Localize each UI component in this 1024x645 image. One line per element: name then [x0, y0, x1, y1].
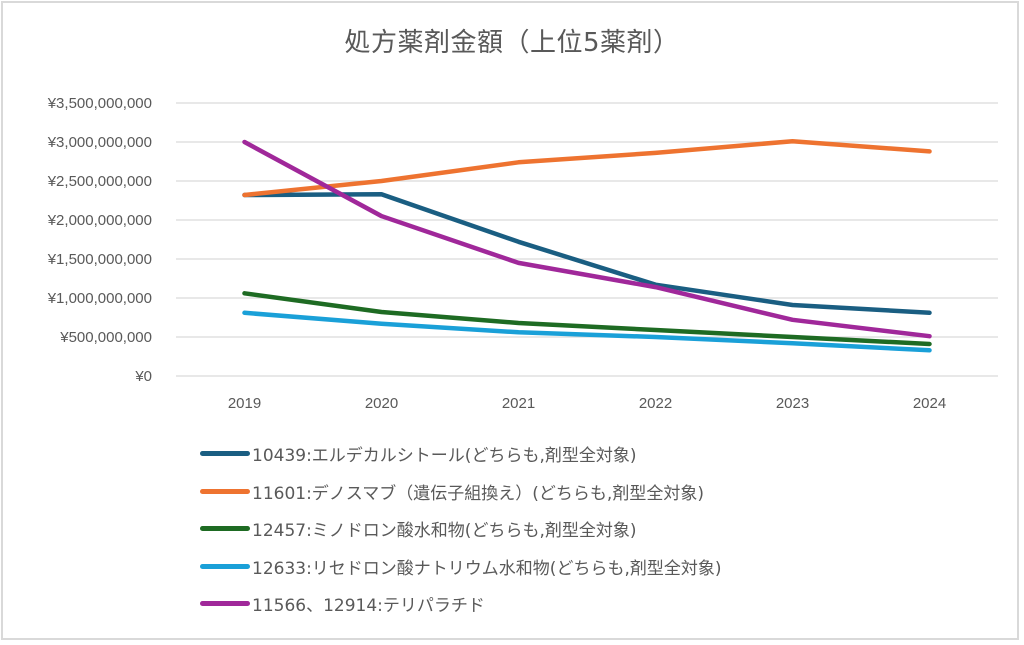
x-tick-label: 2020	[365, 395, 398, 412]
x-tick-label: 2021	[502, 395, 535, 412]
legend-swatch	[200, 526, 250, 532]
series-line-3	[242, 291, 932, 347]
legend-swatch	[200, 451, 250, 457]
y-tick-label: ¥3,500,000,000	[47, 95, 152, 112]
series-line-4	[242, 310, 932, 353]
legend-swatch	[200, 563, 250, 569]
y-tick-label: ¥1,000,000,000	[47, 290, 152, 307]
legend-swatch	[200, 601, 250, 607]
legend-label: 12457:ミノドロン酸水和物(どちらも,剤型全対象)	[252, 521, 637, 542]
x-axis-ticks: 2019 2020 2021 2022 2023 2024	[228, 395, 946, 412]
legend-label: 10439:エルデカルシトール(どちらも,剤型全対象)	[252, 446, 637, 467]
legend-item: 10439:エルデカルシトール(どちらも,剤型全対象)	[200, 435, 721, 473]
y-tick-label: ¥500,000,000	[59, 329, 152, 346]
y-tick-label: ¥2,500,000,000	[47, 173, 152, 190]
series-line-5	[242, 139, 932, 339]
series-line-2	[242, 138, 932, 198]
legend-item: 12457:ミノドロン酸水和物(どちらも,剤型全対象)	[200, 510, 721, 548]
chart-title: 処方薬剤金額（上位5薬剤）	[344, 28, 680, 58]
legend-label: 11601:デノスマブ（遺伝子組換え）(どちらも,剤型全対象)	[252, 483, 704, 504]
y-tick-label: ¥2,000,000,000	[47, 212, 152, 229]
legend-swatch	[200, 488, 250, 494]
series-line-1	[242, 192, 932, 316]
x-tick-label: 2022	[639, 395, 672, 412]
legend-item: 11601:デノスマブ（遺伝子組換え）(どちらも,剤型全対象)	[200, 473, 721, 511]
legend-label: 11566、12914:テリパラチド	[252, 596, 485, 617]
legend: 10439:エルデカルシトール(どちらも,剤型全対象) 11601:デノスマブ（遺…	[200, 435, 721, 623]
y-tick-label: ¥1,500,000,000	[47, 251, 152, 268]
legend-item: 12633:リセドロン酸ナトリウム水和物(どちらも,剤型全対象)	[200, 548, 721, 586]
legend-item: 11566、12914:テリパラチド	[200, 585, 721, 623]
x-tick-label: 2019	[228, 395, 261, 412]
y-tick-label: ¥0	[134, 368, 152, 385]
series-lines	[242, 138, 932, 353]
y-axis-ticks: ¥0 ¥500,000,000 ¥1,000,000,000 ¥1,500,000,0…	[47, 95, 152, 385]
y-tick-label: ¥3,000,000,000	[47, 134, 152, 151]
x-tick-label: 2023	[776, 395, 809, 412]
x-tick-label: 2024	[913, 395, 946, 412]
legend-label: 12633:リセドロン酸ナトリウム水和物(どちらも,剤型全対象)	[252, 558, 722, 579]
